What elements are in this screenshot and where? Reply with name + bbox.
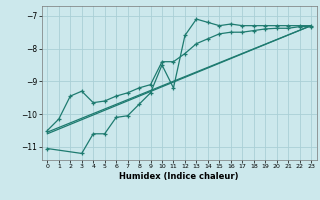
X-axis label: Humidex (Indice chaleur): Humidex (Indice chaleur) xyxy=(119,172,239,181)
